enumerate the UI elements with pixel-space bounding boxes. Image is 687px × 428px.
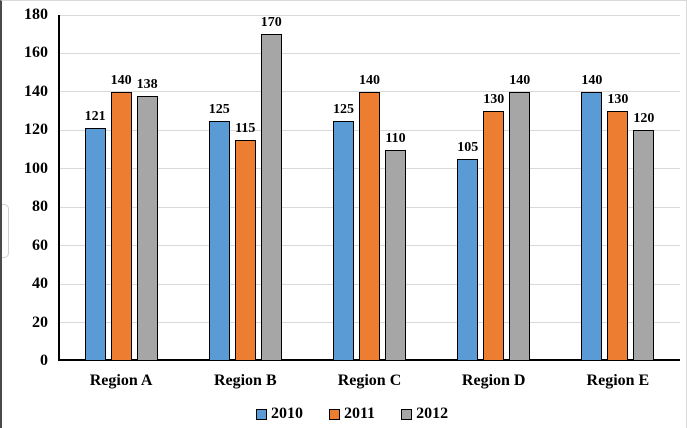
x-category-label: Region E xyxy=(586,372,650,389)
bar xyxy=(234,139,256,361)
y-tick-label: 180 xyxy=(24,6,48,23)
y-axis-line xyxy=(58,15,60,361)
legend-swatch-icon xyxy=(401,408,413,420)
bar-data-label: 140 xyxy=(359,72,380,88)
left-edge-artifact xyxy=(2,204,9,258)
bar xyxy=(581,91,603,361)
bar-data-label: 125 xyxy=(333,101,354,117)
bar-data-label: 105 xyxy=(457,140,479,156)
bar xyxy=(110,91,132,361)
bar-data-label: 140 xyxy=(110,72,132,88)
bar-data-label: 140 xyxy=(509,72,531,88)
y-tick-label: 0 xyxy=(40,352,48,369)
bar-data-label: 120 xyxy=(633,111,655,127)
legend-label: 2010 xyxy=(270,405,303,422)
legend-item: 2010 xyxy=(255,404,303,424)
y-tick-label: 60 xyxy=(32,236,48,254)
bar xyxy=(457,159,479,361)
y-tick-label: 120 xyxy=(24,121,48,139)
legend: 2010 2011 2012 xyxy=(42,403,662,425)
y-tick-label: 40 xyxy=(32,275,48,293)
bar xyxy=(136,95,158,361)
legend-item: 2012 xyxy=(401,404,448,424)
bar xyxy=(208,120,230,361)
y-tick-label: 100 xyxy=(24,159,48,177)
legend-label: 2012 xyxy=(416,405,449,422)
gridline xyxy=(59,14,680,16)
x-category-label: Region D xyxy=(461,372,526,389)
bar xyxy=(483,111,505,361)
legend-label: 2011 xyxy=(343,405,376,422)
bar xyxy=(385,149,406,361)
y-tick-label: 80 xyxy=(32,198,48,216)
bar-data-label: 138 xyxy=(136,76,158,92)
y-tick-label: 20 xyxy=(32,313,48,331)
bar xyxy=(509,91,531,361)
bar-data-label: 130 xyxy=(607,92,629,108)
bar-data-label: 121 xyxy=(84,109,106,125)
bar xyxy=(607,111,629,361)
bar-data-label: 170 xyxy=(260,15,282,31)
bar-data-label: 130 xyxy=(483,92,505,108)
bar xyxy=(359,91,380,361)
bar-data-label: 110 xyxy=(385,130,406,146)
bar xyxy=(633,130,655,361)
bar xyxy=(333,120,354,361)
legend-swatch-icon xyxy=(328,408,340,420)
x-category-label: Region A xyxy=(89,372,153,389)
bar-data-label: 140 xyxy=(581,72,603,88)
bar xyxy=(84,128,106,361)
legend-item: 2011 xyxy=(328,404,376,424)
x-category-label: Region B xyxy=(213,372,277,389)
y-tick-label: 160 xyxy=(24,44,48,62)
bar-data-label: 125 xyxy=(208,101,230,117)
legend-swatch-icon xyxy=(255,408,267,420)
y-tick-label: 140 xyxy=(24,82,48,100)
bar-data-label: 115 xyxy=(235,120,256,136)
gridline xyxy=(59,52,680,54)
bar xyxy=(260,34,282,361)
x-category-label: Region C xyxy=(337,372,402,389)
